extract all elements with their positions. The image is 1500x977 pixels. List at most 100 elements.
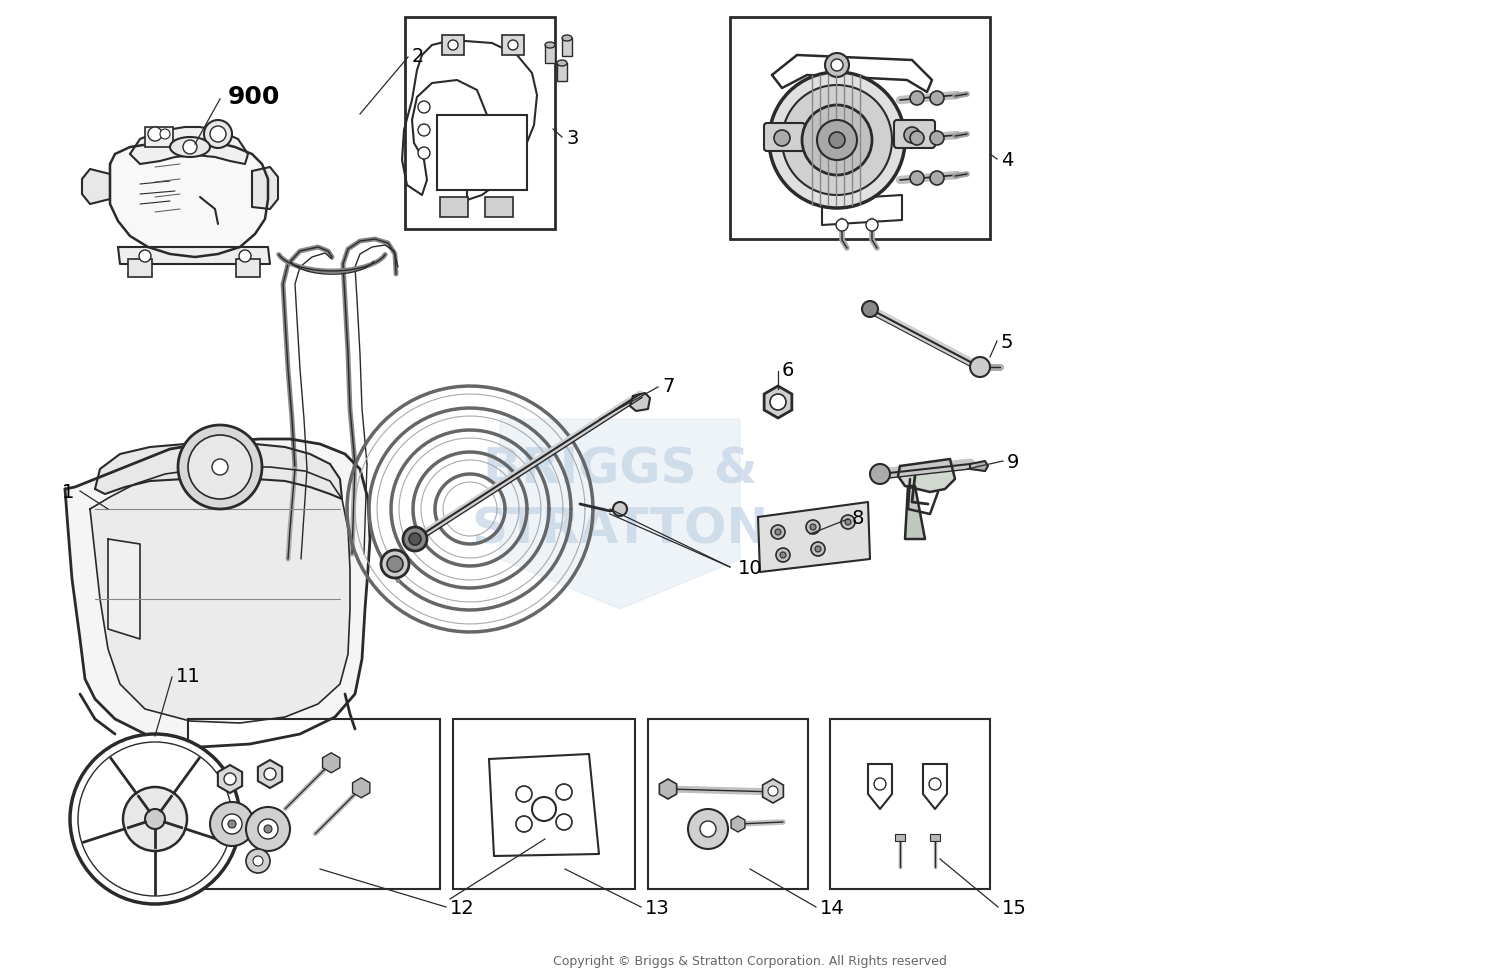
Text: BRIGGS &: BRIGGS & <box>483 446 758 493</box>
Polygon shape <box>868 764 892 809</box>
Circle shape <box>183 141 196 154</box>
Text: 7: 7 <box>662 377 675 396</box>
Polygon shape <box>64 440 370 747</box>
Bar <box>562 39 572 57</box>
Bar <box>440 197 468 218</box>
Circle shape <box>210 127 226 143</box>
Circle shape <box>700 821 715 837</box>
Circle shape <box>246 849 270 873</box>
Text: STRATTON: STRATTON <box>471 505 768 553</box>
Circle shape <box>160 130 170 140</box>
Polygon shape <box>772 56 932 93</box>
Circle shape <box>782 86 892 195</box>
Circle shape <box>928 779 940 790</box>
Circle shape <box>264 768 276 781</box>
Circle shape <box>246 807 290 851</box>
Circle shape <box>614 502 627 517</box>
Circle shape <box>419 148 430 160</box>
Polygon shape <box>898 459 956 492</box>
Circle shape <box>178 426 262 509</box>
Text: 5: 5 <box>1000 332 1014 351</box>
Text: 3: 3 <box>566 128 579 148</box>
Circle shape <box>970 358 990 378</box>
Circle shape <box>224 773 236 786</box>
Text: 6: 6 <box>782 361 795 379</box>
Text: 2: 2 <box>413 48 424 66</box>
Bar <box>503 36 524 56</box>
Circle shape <box>930 92 944 106</box>
Bar <box>405 18 555 230</box>
Bar <box>544 46 555 64</box>
Polygon shape <box>352 778 370 798</box>
Text: 1: 1 <box>62 482 75 501</box>
FancyBboxPatch shape <box>764 124 806 151</box>
Circle shape <box>448 41 458 51</box>
Polygon shape <box>500 419 740 610</box>
Circle shape <box>228 820 236 828</box>
Polygon shape <box>970 461 988 472</box>
Polygon shape <box>922 764 946 809</box>
Circle shape <box>865 220 877 232</box>
Polygon shape <box>730 816 746 832</box>
Bar <box>436 116 526 191</box>
Bar <box>730 18 990 239</box>
Bar <box>236 260 260 277</box>
Circle shape <box>556 785 572 800</box>
Circle shape <box>264 826 272 833</box>
Bar <box>896 834 904 841</box>
Bar <box>442 36 464 56</box>
Circle shape <box>904 128 920 144</box>
Text: Copyright © Briggs & Stratton Corporation. All Rights reserved: Copyright © Briggs & Stratton Corporatio… <box>554 955 946 967</box>
Circle shape <box>419 102 430 114</box>
Circle shape <box>222 814 242 834</box>
Polygon shape <box>822 195 902 226</box>
Circle shape <box>815 546 821 552</box>
Circle shape <box>556 814 572 830</box>
Circle shape <box>771 526 784 539</box>
Polygon shape <box>489 754 598 856</box>
Circle shape <box>842 516 855 530</box>
Polygon shape <box>94 445 342 499</box>
Text: 4: 4 <box>1000 150 1014 169</box>
Circle shape <box>258 819 278 839</box>
Polygon shape <box>402 41 537 201</box>
Circle shape <box>831 60 843 72</box>
Circle shape <box>770 395 786 410</box>
Ellipse shape <box>544 43 555 49</box>
Text: 10: 10 <box>738 558 762 576</box>
Circle shape <box>254 856 262 867</box>
Text: 11: 11 <box>176 667 201 686</box>
Ellipse shape <box>556 61 567 67</box>
Polygon shape <box>90 468 350 723</box>
Circle shape <box>910 92 924 106</box>
Circle shape <box>148 128 162 142</box>
Circle shape <box>404 528 427 551</box>
Polygon shape <box>252 168 278 210</box>
Text: 900: 900 <box>228 85 280 108</box>
Circle shape <box>774 131 790 147</box>
Polygon shape <box>118 248 270 265</box>
Circle shape <box>140 251 152 263</box>
Ellipse shape <box>170 138 210 158</box>
Text: 12: 12 <box>450 898 474 916</box>
Text: 8: 8 <box>852 509 864 528</box>
Polygon shape <box>322 753 340 773</box>
Polygon shape <box>82 170 110 205</box>
Text: 13: 13 <box>645 898 669 916</box>
Circle shape <box>818 121 856 161</box>
Polygon shape <box>764 387 792 418</box>
Polygon shape <box>762 780 783 803</box>
Circle shape <box>780 552 786 559</box>
Polygon shape <box>630 394 650 411</box>
Circle shape <box>410 533 422 545</box>
Circle shape <box>874 779 886 790</box>
Bar <box>648 719 808 889</box>
Polygon shape <box>758 502 870 573</box>
Bar <box>830 719 990 889</box>
Circle shape <box>419 125 430 137</box>
Circle shape <box>516 786 532 802</box>
Circle shape <box>930 132 944 146</box>
Circle shape <box>776 530 782 535</box>
Circle shape <box>830 133 844 149</box>
Bar <box>556 64 567 82</box>
